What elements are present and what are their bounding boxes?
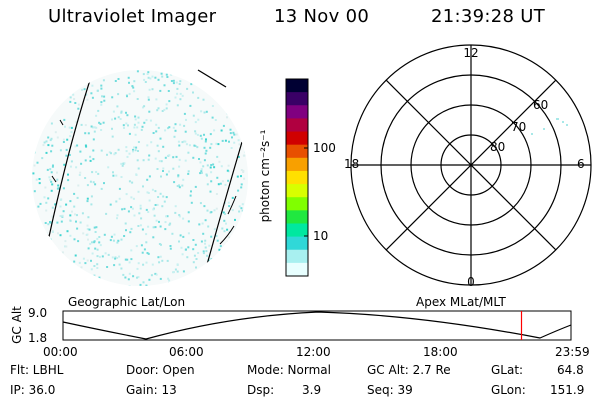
mlt-label-18: 18 xyxy=(344,157,360,171)
filter-info: Flt: LBHL xyxy=(10,363,64,377)
colorbar-band xyxy=(286,249,308,264)
colorbar-band xyxy=(286,170,308,185)
time-tick-1200: 12:00 xyxy=(296,345,331,359)
glat-info: GLat: xyxy=(491,363,524,377)
ip-info: IP: 36.0 xyxy=(10,383,56,397)
mlat-label-70: 70 xyxy=(511,120,527,134)
mlt-label-12: 12 xyxy=(463,46,479,60)
date-label: 13 Nov 00 xyxy=(274,6,370,27)
time-tick-0000: 00:00 xyxy=(43,345,78,359)
mlat-label-60: 60 xyxy=(533,98,549,112)
polar-grid xyxy=(350,44,592,286)
time-tick-1800: 18:00 xyxy=(423,345,458,359)
seq-info: Seq: 39 xyxy=(367,383,413,397)
colorbar-band xyxy=(286,210,308,224)
time-label: 21:39:28 UT xyxy=(431,6,546,27)
colorbar-band xyxy=(286,157,308,172)
colorbar-band xyxy=(286,184,308,198)
colorbar-unit-label: photon cm⁻²s⁻¹ xyxy=(258,129,272,223)
altitude-curve xyxy=(62,311,572,340)
mlt-label-0: 0 xyxy=(467,275,475,289)
altitude-tick-1-8: 1.8 xyxy=(28,331,48,345)
altitude-plot-frame xyxy=(62,310,572,341)
door-info: Door: Open xyxy=(126,363,195,377)
colorbar-band xyxy=(286,236,308,251)
instrument-title: Ultraviolet Imager xyxy=(48,6,217,27)
meridian-diagonal-b xyxy=(385,79,557,251)
time-tick-0600: 06:00 xyxy=(169,345,204,359)
colorbar-tick-10: 10 xyxy=(313,229,329,243)
colorbar-tick-100: 100 xyxy=(313,141,336,155)
gain-info: Gain: 13 xyxy=(126,383,177,397)
colorbar-band xyxy=(286,118,308,133)
altitude-strip xyxy=(62,310,572,341)
mlt-label-6: 6 xyxy=(577,157,585,171)
glat-value: 64.8 xyxy=(557,363,584,377)
colorbar-band xyxy=(286,105,308,119)
apex-caption: Apex MLat/MLT xyxy=(416,295,506,309)
geographic-image xyxy=(32,69,248,286)
colorbar-band xyxy=(286,197,308,211)
colorbar-frame xyxy=(285,78,309,277)
time-tick-2359: 23:59 xyxy=(555,345,590,359)
glon-info: GLon: xyxy=(491,383,526,397)
dsp-value: 3.9 xyxy=(302,383,322,397)
mlat-label-80: 80 xyxy=(490,140,506,154)
coastline-segment xyxy=(197,69,227,88)
colorbar-band xyxy=(286,92,308,106)
glon-value: 151.9 xyxy=(550,383,585,397)
colorbar-band xyxy=(286,131,308,146)
gc-alt-info: GC Alt: 2.7 Re xyxy=(367,363,451,377)
altitude-ylabel: GC Alt xyxy=(10,306,24,344)
colorbar-band xyxy=(286,79,308,93)
colorbar-band xyxy=(286,262,308,277)
altitude-tick-9: 9.0 xyxy=(28,306,48,320)
colorbar-band xyxy=(286,223,308,238)
colorbar-band xyxy=(286,144,308,159)
mode-info: Mode: Normal xyxy=(247,363,331,377)
polar-speckles xyxy=(531,118,568,135)
coastline-fragment xyxy=(219,195,237,245)
dsp-info: Dsp: xyxy=(247,383,275,397)
geographic-caption: Geographic Lat/Lon xyxy=(68,295,186,309)
colorbar xyxy=(285,78,309,277)
